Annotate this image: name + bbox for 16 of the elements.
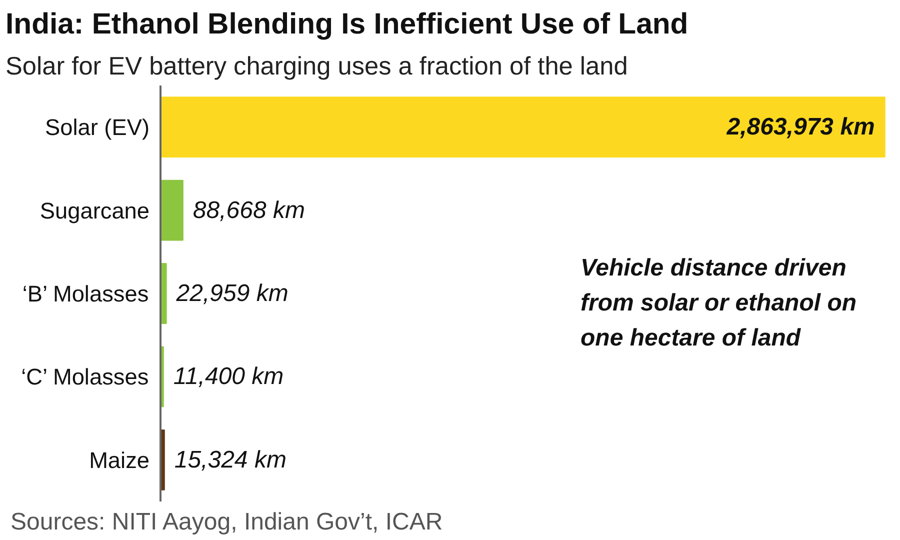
data-label: 22,959 km	[175, 280, 288, 307]
y-tick-label: Maize	[89, 446, 150, 473]
y-tick-label: Sugarcane	[40, 197, 150, 224]
chart-subtitle: Solar for EV battery charging uses a fraction of the land	[6, 52, 628, 80]
data-label: 11,400 km	[173, 363, 284, 390]
y-tick-label: Solar (EV)	[45, 114, 150, 140]
annotation: Vehicle distance driven from solar or ethanol on one hectare of land	[580, 254, 857, 352]
bar	[160, 96, 886, 158]
y-tick-label: ‘B’ Molasses	[22, 280, 149, 306]
source-note: Sources: NITI Aayog, Indian Gov’t, ICAR	[10, 508, 443, 536]
bar	[160, 180, 184, 241]
y-tick-label: ‘C’ Molasses	[21, 364, 149, 390]
data-label: 88,668 km	[192, 196, 306, 224]
chart-title: India: Ethanol Blending Is Inefficient Use of Land	[6, 8, 688, 40]
data-label: 2,863,973 km	[726, 114, 875, 141]
data-label: 15,324 km	[174, 446, 286, 474]
